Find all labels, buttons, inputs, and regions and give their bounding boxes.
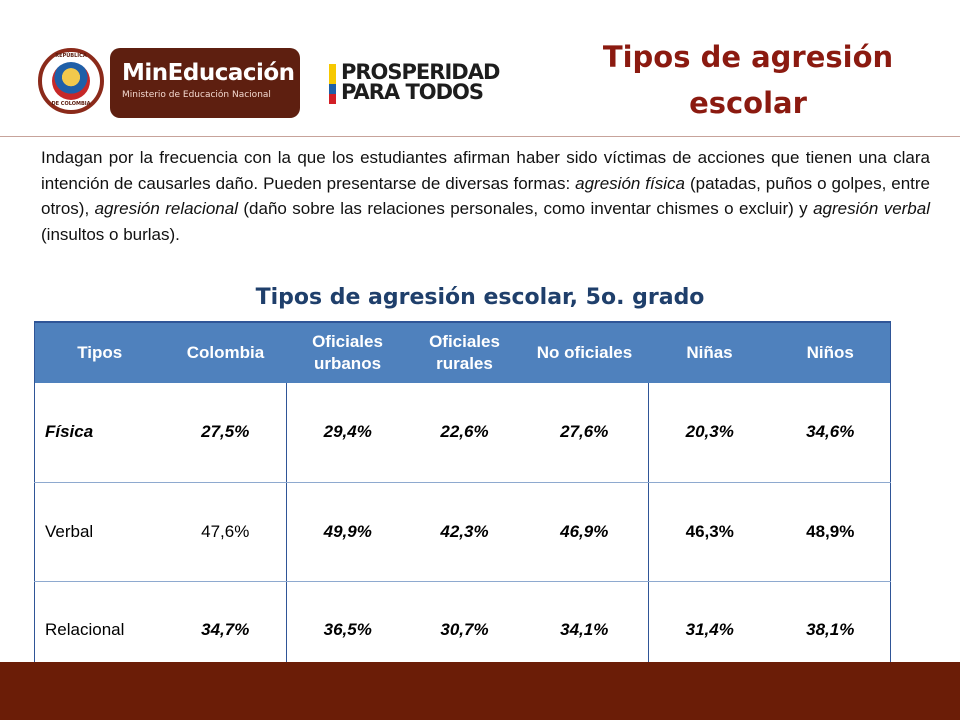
table-cell: 27,6% xyxy=(520,383,649,483)
page-title: Tipos de agresión escolar xyxy=(568,34,928,126)
intro-text-1: Indagan por la frecuencia con la que los… xyxy=(41,148,930,193)
table-cell: 42,3% xyxy=(408,482,521,582)
page-title-line2: escolar xyxy=(689,86,807,120)
row-label: Física xyxy=(34,383,165,483)
column-header: No oficiales xyxy=(520,321,649,383)
table-cell: 20,3% xyxy=(648,383,771,483)
colombia-coat-of-arms-icon: REPÚBLICA DE COLOMBIA xyxy=(38,48,104,114)
intro-text-4: (insultos o burlas). xyxy=(41,224,180,244)
table-cell: 29,4% xyxy=(286,383,409,483)
header-divider xyxy=(0,136,960,137)
table-cell: 27,5% xyxy=(164,383,287,483)
table-cell: 47,6% xyxy=(164,482,287,582)
page-title-line1: Tipos de agresión xyxy=(602,40,894,74)
intro-term-verbal: agresión verbal xyxy=(813,199,930,219)
colombia-flag-icon xyxy=(329,64,336,104)
mineducacion-logo-title: MinEducación xyxy=(122,60,295,86)
header: REPÚBLICA DE COLOMBIA MinEducación Minis… xyxy=(0,0,960,136)
seal-top-text: REPÚBLICA xyxy=(55,53,87,59)
column-header: Oficiales urbanos xyxy=(286,321,409,383)
intro-text-3: (daño sobre las relaciones personales, c… xyxy=(237,199,814,219)
column-header: Colombia xyxy=(164,321,287,383)
table-cell: 46,3% xyxy=(648,482,771,582)
table-cell: 34,6% xyxy=(770,383,891,483)
prosperidad-logo-line2: PARA TODOS xyxy=(341,80,484,104)
prosperidad-logo: PROSPERIDAD PARA TODOS xyxy=(341,60,500,104)
column-header: Tipos xyxy=(34,321,165,383)
seal-bottom-text: DE COLOMBIA xyxy=(51,101,91,107)
table-header-row: Tipos Colombia Oficiales urbanos Oficial… xyxy=(34,321,891,383)
table-title: Tipos de agresión escolar, 5o. grado xyxy=(255,285,705,310)
table-cell: 22,6% xyxy=(408,383,521,483)
aggression-table: Tipos Colombia Oficiales urbanos Oficial… xyxy=(34,321,891,681)
mineducacion-logo-subtitle: Ministerio de Educación Nacional xyxy=(122,90,271,100)
column-header: Oficiales rurales xyxy=(408,321,521,383)
intro-term-fisica: agresión física xyxy=(575,173,685,193)
table-cell: 48,9% xyxy=(770,482,891,582)
table-cell: 49,9% xyxy=(286,482,409,582)
column-header: Niñas xyxy=(648,321,771,383)
prosperidad-logo-line1: PROSPERIDAD xyxy=(341,60,500,84)
table-cell: 46,9% xyxy=(520,482,649,582)
intro-paragraph: Indagan por la frecuencia con la que los… xyxy=(41,145,930,247)
row-label: Verbal xyxy=(34,482,165,582)
table-row: Verbal 47,6% 49,9% 42,3% 46,9% 46,3% 48,… xyxy=(34,482,891,582)
table-row: Física 27,5% 29,4% 22,6% 27,6% 20,3% 34,… xyxy=(34,383,891,483)
seal-emblem xyxy=(52,62,90,100)
footer-band xyxy=(0,662,960,720)
intro-text-2: (patadas, puños o golpes, entre otros), xyxy=(41,173,930,219)
intro-term-relacional: agresión relacional xyxy=(94,199,238,219)
column-header: Niños xyxy=(770,321,891,383)
mineducacion-logo: MinEducación Ministerio de Educación Nac… xyxy=(110,48,300,118)
